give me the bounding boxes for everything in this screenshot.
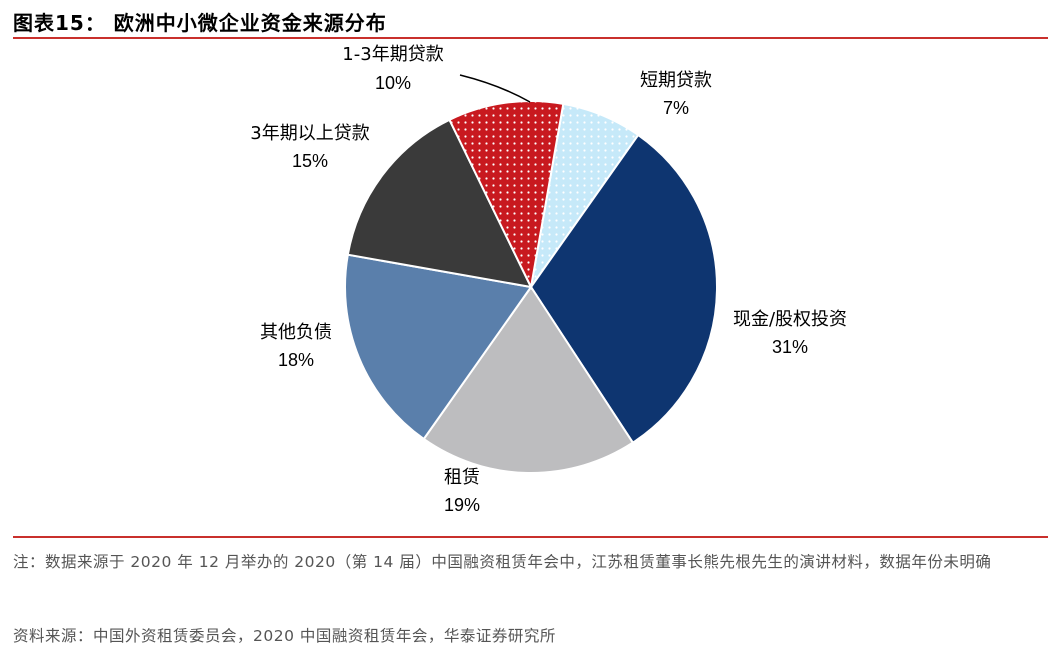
pie-slice-1-pattern (531, 103, 639, 287)
slice-label-1: 短期贷款 (640, 70, 712, 91)
title-rule (13, 37, 1048, 39)
footnote: 注：数据来源于 2020 年 12 月举办的 2020（第 14 届）中国融资租… (13, 553, 992, 571)
slice-value-3: 19% (444, 495, 480, 515)
slice-label-5: 3年期以上贷款 (250, 123, 369, 144)
slice-value-1: 7% (663, 98, 689, 118)
slice-value-6: 10% (375, 73, 411, 93)
pie-chart: 短期贷款 7% 现金/股权投资 31% 租赁 19% 其他负债 18% 3年期以上贷款 15% 1-… (250, 44, 847, 515)
pie-slice-6-pattern (449, 101, 564, 287)
slice-value-4: 18% (278, 350, 314, 370)
pie-slice-4 (344, 253, 533, 441)
pie-slice-5 (346, 118, 533, 289)
slice-label-3: 租赁 (444, 467, 480, 488)
slice-label-2: 现金/股权投资 (733, 309, 847, 330)
slice-value-5: 15% (292, 151, 328, 171)
pie-slice-2 (529, 133, 718, 445)
slice-label-4: 其他负债 (260, 322, 332, 343)
leader-line (459, 74, 531, 103)
source-line: 资料来源：中国外资租赁委员会，2020 中国融资租赁年会，华泰证券研究所 (13, 627, 556, 645)
chart-title: 图表15： 欧洲中小微企业资金来源分布 (13, 11, 387, 35)
pie-slice-3 (422, 285, 635, 474)
slice-label-6: 1-3年期贷款 (342, 44, 443, 65)
slice-value-2: 31% (772, 337, 808, 357)
footer-rule (13, 536, 1048, 538)
